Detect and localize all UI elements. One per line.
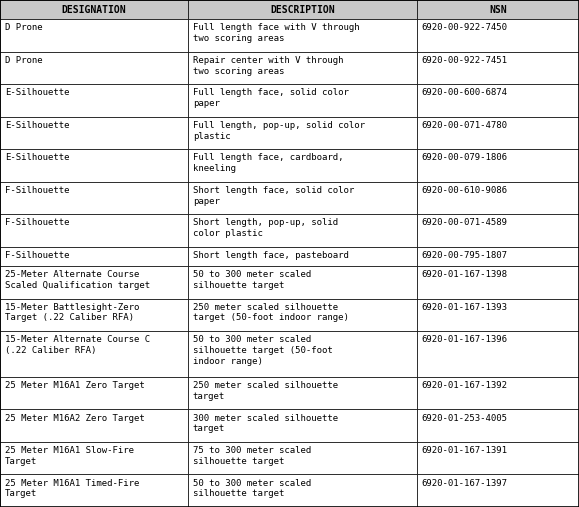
Text: 50 to 300 meter scaled
silhouette target: 50 to 300 meter scaled silhouette target — [193, 479, 311, 498]
Text: 25 Meter M16A1 Timed-Fire
Target: 25 Meter M16A1 Timed-Fire Target — [5, 479, 139, 498]
Bar — [188, 117, 417, 150]
Bar — [188, 214, 417, 247]
Bar — [0, 84, 188, 117]
Bar — [188, 84, 417, 117]
Bar — [0, 182, 188, 214]
Text: 250 meter scaled silhouette
target (50-foot indoor range): 250 meter scaled silhouette target (50-f… — [193, 303, 349, 322]
Bar — [188, 331, 417, 377]
Text: E-Silhouette: E-Silhouette — [5, 88, 69, 97]
Bar — [0, 475, 188, 507]
Bar — [417, 299, 579, 331]
Bar — [188, 150, 417, 182]
Text: Full length, pop-up, solid color
plastic: Full length, pop-up, solid color plastic — [193, 121, 365, 140]
Text: Short length face, solid color
paper: Short length face, solid color paper — [193, 186, 354, 206]
Bar — [417, 84, 579, 117]
Text: 6920-00-071-4589: 6920-00-071-4589 — [422, 219, 508, 228]
Text: 300 meter scaled silhouette
target: 300 meter scaled silhouette target — [193, 414, 338, 433]
Text: 6920-01-253-4005: 6920-01-253-4005 — [422, 414, 508, 422]
Bar — [0, 410, 188, 442]
Bar — [0, 214, 188, 247]
Text: 6920-00-922-7450: 6920-00-922-7450 — [422, 23, 508, 32]
Bar — [188, 52, 417, 84]
Bar — [0, 117, 188, 150]
Text: D Prone: D Prone — [5, 23, 42, 32]
Bar — [188, 442, 417, 475]
Bar — [0, 331, 188, 377]
Bar — [0, 299, 188, 331]
Text: 6920-00-610-9086: 6920-00-610-9086 — [422, 186, 508, 195]
Bar — [188, 475, 417, 507]
Text: E-Silhouette: E-Silhouette — [5, 154, 69, 162]
Text: D Prone: D Prone — [5, 56, 42, 65]
Text: 6920-00-600-6874: 6920-00-600-6874 — [422, 88, 508, 97]
Bar — [417, 266, 579, 299]
Bar — [0, 19, 188, 52]
Bar — [0, 266, 188, 299]
Bar — [417, 19, 579, 52]
Text: 50 to 300 meter scaled
silhouette target: 50 to 300 meter scaled silhouette target — [193, 270, 311, 290]
Text: 6920-01-167-1398: 6920-01-167-1398 — [422, 270, 508, 279]
Text: Short length, pop-up, solid
color plastic: Short length, pop-up, solid color plasti… — [193, 219, 338, 238]
Text: 25 Meter M16A1 Zero Target: 25 Meter M16A1 Zero Target — [5, 381, 144, 390]
Text: 50 to 300 meter scaled
silhouette target (50-foot
indoor range): 50 to 300 meter scaled silhouette target… — [193, 335, 332, 366]
Text: 6920-00-071-4780: 6920-00-071-4780 — [422, 121, 508, 130]
Bar — [417, 52, 579, 84]
Bar — [417, 0, 579, 19]
Text: 6920-00-079-1806: 6920-00-079-1806 — [422, 154, 508, 162]
Text: 6920-01-167-1391: 6920-01-167-1391 — [422, 446, 508, 455]
Text: Full length face, cardboard,
kneeling: Full length face, cardboard, kneeling — [193, 154, 343, 173]
Text: 6920-00-795-1807: 6920-00-795-1807 — [422, 251, 508, 260]
Bar — [188, 0, 417, 19]
Text: Short length face, pasteboard: Short length face, pasteboard — [193, 251, 349, 260]
Bar — [417, 214, 579, 247]
Text: DESIGNATION: DESIGNATION — [62, 5, 126, 15]
Bar — [0, 247, 188, 266]
Bar — [0, 52, 188, 84]
Bar — [417, 150, 579, 182]
Text: F-Silhouette: F-Silhouette — [5, 219, 69, 228]
Text: Repair center with V through
two scoring areas: Repair center with V through two scoring… — [193, 56, 343, 76]
Text: DESCRIPTION: DESCRIPTION — [270, 5, 335, 15]
Text: 6920-01-167-1393: 6920-01-167-1393 — [422, 303, 508, 312]
Text: Full length face, solid color
paper: Full length face, solid color paper — [193, 88, 349, 108]
Bar — [188, 182, 417, 214]
Text: F-Silhouette: F-Silhouette — [5, 186, 69, 195]
Bar — [417, 182, 579, 214]
Text: 25-Meter Alternate Course
Scaled Qualification target: 25-Meter Alternate Course Scaled Qualifi… — [5, 270, 150, 290]
Text: 15-Meter Battlesight-Zero
Target (.22 Caliber RFA): 15-Meter Battlesight-Zero Target (.22 Ca… — [5, 303, 139, 322]
Bar — [417, 117, 579, 150]
Text: 75 to 300 meter scaled
silhouette target: 75 to 300 meter scaled silhouette target — [193, 446, 311, 466]
Bar — [0, 377, 188, 410]
Bar — [0, 0, 188, 19]
Bar — [188, 19, 417, 52]
Text: 6920-00-922-7451: 6920-00-922-7451 — [422, 56, 508, 65]
Bar — [417, 247, 579, 266]
Bar — [188, 377, 417, 410]
Text: 25 Meter M16A2 Zero Target: 25 Meter M16A2 Zero Target — [5, 414, 144, 422]
Bar — [417, 331, 579, 377]
Bar — [188, 247, 417, 266]
Bar — [0, 442, 188, 475]
Text: Full length face with V through
two scoring areas: Full length face with V through two scor… — [193, 23, 360, 43]
Text: NSN: NSN — [489, 5, 507, 15]
Text: 6920-01-167-1396: 6920-01-167-1396 — [422, 335, 508, 344]
Bar — [417, 442, 579, 475]
Bar — [417, 377, 579, 410]
Bar — [0, 150, 188, 182]
Bar — [417, 475, 579, 507]
Bar — [188, 299, 417, 331]
Text: 6920-01-167-1392: 6920-01-167-1392 — [422, 381, 508, 390]
Bar — [188, 410, 417, 442]
Bar — [417, 410, 579, 442]
Text: 250 meter scaled silhouette
target: 250 meter scaled silhouette target — [193, 381, 338, 401]
Bar — [188, 266, 417, 299]
Text: 25 Meter M16A1 Slow-Fire
Target: 25 Meter M16A1 Slow-Fire Target — [5, 446, 134, 466]
Text: E-Silhouette: E-Silhouette — [5, 121, 69, 130]
Text: 15-Meter Alternate Course C
(.22 Caliber RFA): 15-Meter Alternate Course C (.22 Caliber… — [5, 335, 150, 355]
Text: 6920-01-167-1397: 6920-01-167-1397 — [422, 479, 508, 488]
Text: F-Silhouette: F-Silhouette — [5, 251, 69, 260]
